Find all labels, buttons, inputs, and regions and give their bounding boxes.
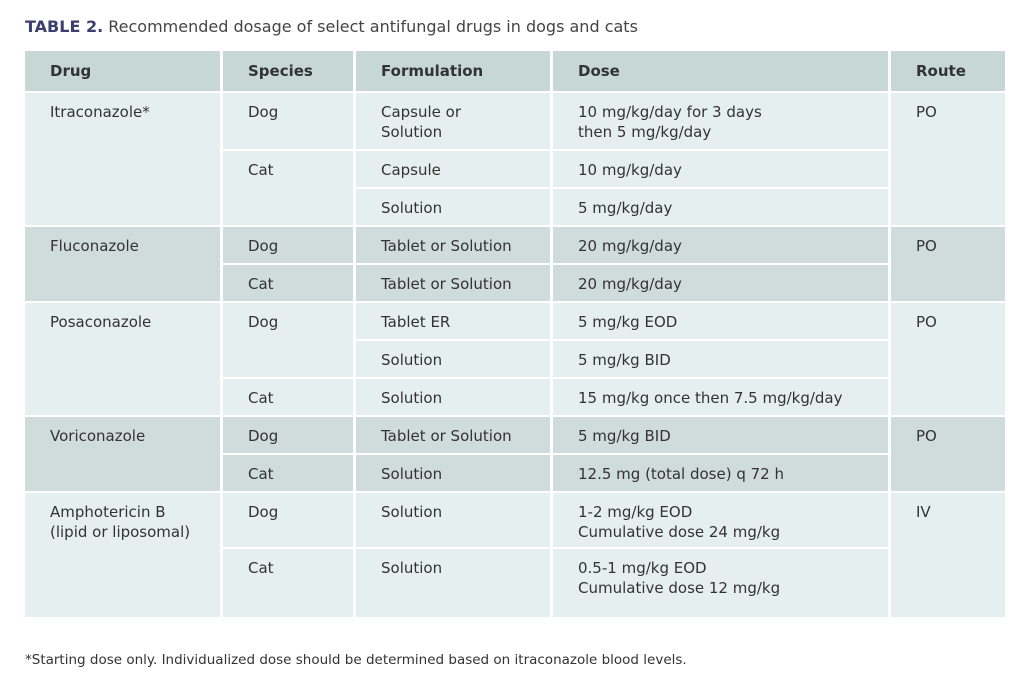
drug-cell: Amphotericin B (lipid or liposomal) (25, 493, 220, 617)
formulation-cell: Solution (356, 549, 550, 617)
species-cell: Dog (223, 303, 353, 377)
table-row: Amphotericin B (lipid or liposomal) Dog So… (25, 493, 1005, 617)
drug-cell: Itraconazole* (25, 93, 220, 225)
dose-cell: 5 mg/kg BID (553, 417, 888, 453)
drug-cell: Posaconazole (25, 303, 220, 415)
species-cell: Cat (223, 379, 353, 415)
table-caption: Recommended dosage of select antifungal … (108, 17, 638, 36)
formulation-cell: Tablet or Solution (356, 227, 550, 263)
dose-cell: 5 mg/kg/day (553, 189, 888, 225)
formulation-cell: Tablet or Solution (356, 265, 550, 301)
species-cell: Cat (223, 151, 353, 225)
column-header: Species (223, 51, 353, 91)
table-row: Voriconazole Dog Tablet or Solution 5 mg/kg… (25, 417, 1005, 491)
dose-cell: 20 mg/kg/day (553, 227, 888, 263)
route-cell: PO (891, 417, 1005, 491)
formulation-cell: Solution (356, 189, 550, 225)
formulation-cell: Solution (356, 493, 550, 547)
dose-cell: 10 mg/kg/day for 3 days then 5 mg/kg/day (553, 93, 888, 149)
dosage-table: Drug Species Formulation Dose Route Itracona… (22, 49, 1008, 619)
footnote: *Starting dose only. Individualized dose… (25, 652, 687, 668)
column-header: Formulation (356, 51, 550, 91)
table-body: Itraconazole* Dog Capsule or Solution 10 mg… (25, 93, 1005, 617)
formulation-cell: Solution (356, 379, 550, 415)
table-row: Solution 5 mg/kg BID (25, 341, 1005, 377)
drug-cell: Voriconazole (25, 417, 220, 491)
table-row: Cat Capsule 10 mg/kg/day (25, 151, 1005, 225)
table-row: Fluconazole Dog Tablet or Solution 20 mg/kg… (25, 227, 1005, 301)
formulation-cell: Solution (356, 341, 550, 377)
column-header: Route (891, 51, 1005, 91)
table-row: Posaconazole Dog Tablet ER 5 mg/kg EOD PO (25, 303, 1005, 415)
species-cell: Dog (223, 93, 353, 149)
species-cell: Cat (223, 265, 353, 301)
table-row: Cat Tablet or Solution 20 mg/kg/day (25, 265, 1005, 301)
dose-cell: 12.5 mg (total dose) q 72 h (553, 455, 888, 491)
drug-cell: Fluconazole (25, 227, 220, 301)
table-label: TABLE 2. (25, 17, 104, 36)
route-cell: PO (891, 303, 1005, 415)
route-cell: PO (891, 93, 1005, 225)
formulation-cell: Tablet or Solution (356, 417, 550, 453)
dose-cell: 10 mg/kg/day (553, 151, 888, 187)
dose-cell: 1-2 mg/kg EOD Cumulative dose 24 mg/kg (553, 493, 888, 547)
species-cell: Dog (223, 227, 353, 263)
dose-cell: 0.5-1 mg/kg EOD Cumulative dose 12 mg/kg (553, 549, 888, 617)
route-cell: PO (891, 227, 1005, 301)
species-cell: Dog (223, 417, 353, 453)
route-cell: IV (891, 493, 1005, 617)
table-row: Cat Solution 0.5-1 mg/kg EOD Cumulative do… (25, 549, 1005, 617)
dose-cell: 5 mg/kg EOD (553, 303, 888, 339)
column-header: Dose (553, 51, 888, 91)
dose-cell: 15 mg/kg once then 7.5 mg/kg/day (553, 379, 888, 415)
column-header: Drug (25, 51, 220, 91)
formulation-cell: Tablet ER (356, 303, 550, 339)
dose-cell: 20 mg/kg/day (553, 265, 888, 301)
species-cell: Dog (223, 493, 353, 547)
table-row: Itraconazole* Dog Capsule or Solution 10 mg… (25, 93, 1005, 225)
formulation-cell: Solution (356, 455, 550, 491)
dose-cell: 5 mg/kg BID (553, 341, 888, 377)
table-row: Cat Solution 15 mg/kg once then 7.5 mg/kg/… (25, 379, 1005, 415)
title: TABLE 2. Recommended dosage of select an… (25, 17, 638, 36)
header-row: Drug Species Formulation Dose Route (25, 51, 1005, 91)
species-cell: Cat (223, 549, 353, 617)
table-row: Cat Solution 12.5 mg (total dose) q 72 h (25, 455, 1005, 491)
formulation-cell: Capsule or Solution (356, 93, 550, 149)
formulation-cell: Capsule (356, 151, 550, 187)
table-row: Solution 5 mg/kg/day (25, 189, 1005, 225)
species-cell: Cat (223, 455, 353, 491)
